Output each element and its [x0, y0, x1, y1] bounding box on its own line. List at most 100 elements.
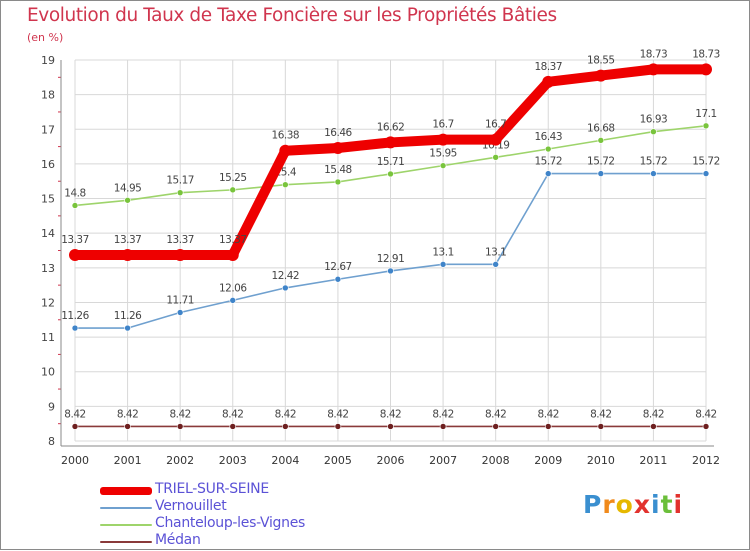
- data-point-triel-sur-seine: [174, 249, 187, 262]
- data-label-triel-sur-seine: 18.37: [534, 61, 562, 73]
- data-point-m-dan: [176, 423, 184, 430]
- legend-swatch-chanteloup: [100, 524, 152, 526]
- x-tick-label: 2003: [219, 454, 247, 467]
- data-label-m-dan: 8.42: [327, 408, 348, 420]
- x-tick-label: 2011: [639, 454, 667, 467]
- logo-letter: i: [651, 490, 661, 519]
- data-point-vernouillet: [387, 267, 394, 275]
- logo-letter: r: [602, 490, 616, 519]
- data-point-chanteloup-les-vignes: [387, 170, 394, 178]
- proxiti-logo[interactable]: Proxiti: [583, 490, 683, 519]
- data-point-triel-sur-seine: [121, 249, 134, 262]
- x-tick-label: 2009: [534, 454, 562, 467]
- data-label-m-dan: 8.42: [222, 408, 243, 420]
- data-point-triel-sur-seine: [489, 133, 502, 146]
- data-point-triel-sur-seine: [700, 63, 712, 76]
- data-label-vernouillet: 13.1: [485, 246, 506, 258]
- data-point-m-dan: [124, 423, 131, 430]
- x-tick-label: 2005: [324, 454, 352, 467]
- data-point-m-dan: [650, 423, 657, 430]
- logo-letter: x: [633, 490, 651, 519]
- data-label-triel-sur-seine: 18.73: [692, 48, 720, 60]
- x-tick-label: 2010: [587, 454, 615, 467]
- data-point-triel-sur-seine: [437, 133, 450, 146]
- legend-label-vernouillet: Vernouillet: [155, 498, 227, 514]
- data-label-chanteloup-les-vignes: 15.95: [429, 148, 457, 160]
- x-tick-label: 2008: [482, 454, 510, 467]
- data-point-triel-sur-seine: [594, 69, 607, 82]
- legend-swatch-medan: [100, 541, 152, 543]
- data-label-vernouillet: 12.06: [219, 282, 247, 294]
- logo-letter: i: [673, 490, 684, 519]
- data-label-triel-sur-seine: 13.37: [114, 234, 142, 246]
- data-point-vernouillet: [439, 261, 447, 268]
- data-point-triel-sur-seine: [384, 136, 397, 149]
- data-label-m-dan: 8.42: [590, 408, 611, 420]
- y-tick-label: 16: [41, 158, 55, 171]
- data-label-triel-sur-seine: 16.7: [432, 119, 453, 131]
- data-point-vernouillet: [702, 170, 710, 177]
- data-label-chanteloup-les-vignes: 16.93: [640, 114, 668, 126]
- legend-label-medan: Médan: [155, 532, 201, 548]
- data-point-vernouillet: [492, 261, 499, 268]
- legend-swatch-vernouillet: [100, 507, 152, 509]
- data-point-m-dan: [702, 423, 710, 430]
- data-point-m-dan: [439, 423, 447, 430]
- data-point-m-dan: [597, 423, 605, 430]
- data-point-m-dan: [544, 423, 552, 430]
- data-point-vernouillet: [229, 297, 237, 304]
- y-tick-label: 8: [48, 435, 55, 448]
- data-label-chanteloup-les-vignes: 15.17: [166, 175, 194, 187]
- data-point-triel-sur-seine: [647, 63, 660, 76]
- data-point-vernouillet: [124, 324, 131, 332]
- data-point-m-dan: [387, 423, 394, 430]
- data-point-vernouillet: [282, 284, 289, 292]
- data-label-chanteloup-les-vignes: 14.95: [114, 182, 142, 194]
- data-label-m-dan: 8.42: [275, 408, 296, 420]
- data-label-vernouillet: 15.72: [692, 156, 720, 168]
- data-label-chanteloup-les-vignes: 16.43: [534, 131, 562, 143]
- data-label-vernouillet: 15.72: [534, 156, 562, 168]
- data-label-chanteloup-les-vignes: 14.8: [64, 187, 85, 199]
- data-point-chanteloup-les-vignes: [439, 162, 447, 169]
- data-point-vernouillet: [176, 309, 184, 316]
- data-point-vernouillet: [71, 324, 79, 332]
- data-point-chanteloup-les-vignes: [282, 181, 289, 188]
- data-point-m-dan: [229, 423, 237, 430]
- data-label-chanteloup-les-vignes: 15.71: [377, 156, 405, 168]
- y-tick-label: 15: [41, 193, 55, 206]
- data-label-m-dan: 8.42: [538, 408, 559, 420]
- data-label-vernouillet: 11.71: [166, 294, 194, 306]
- data-label-triel-sur-seine: 16.38: [272, 130, 300, 142]
- data-label-vernouillet: 12.67: [324, 261, 352, 273]
- data-point-triel-sur-seine: [226, 249, 239, 262]
- data-point-m-dan: [282, 423, 289, 430]
- data-label-vernouillet: 15.72: [640, 156, 668, 168]
- data-label-triel-sur-seine: 13.37: [166, 234, 194, 246]
- legend-label-chanteloup: Chanteloup-les-Vignes: [155, 515, 306, 531]
- data-point-vernouillet: [334, 275, 342, 283]
- data-label-vernouillet: 12.42: [272, 270, 300, 282]
- data-point-m-dan: [492, 423, 499, 430]
- data-label-chanteloup-les-vignes: 16.68: [587, 122, 615, 134]
- data-point-chanteloup-les-vignes: [334, 178, 342, 186]
- x-tick-label: 2012: [692, 454, 720, 467]
- legend-label-triel: TRIEL-SUR-SEINE: [155, 481, 269, 497]
- data-label-triel-sur-seine: 16.7: [485, 119, 506, 131]
- data-point-vernouillet: [650, 170, 657, 177]
- y-tick-label: 18: [41, 89, 55, 102]
- data-label-m-dan: 8.42: [117, 408, 138, 420]
- data-point-m-dan: [334, 423, 342, 430]
- data-point-chanteloup-les-vignes: [71, 202, 79, 209]
- data-point-triel-sur-seine: [331, 141, 344, 154]
- data-label-triel-sur-seine: 18.55: [587, 55, 615, 67]
- logo-letter: o: [615, 490, 634, 519]
- x-tick-label: 2002: [166, 454, 194, 467]
- data-label-triel-sur-seine: 18.73: [640, 48, 668, 60]
- data-point-chanteloup-les-vignes: [597, 137, 605, 144]
- chart-title: Evolution du Taux de Taxe Foncière sur l…: [27, 5, 557, 26]
- chart-unit-label: (en %): [27, 31, 64, 44]
- y-tick-label: 11: [41, 331, 55, 344]
- data-point-chanteloup-les-vignes: [176, 189, 184, 196]
